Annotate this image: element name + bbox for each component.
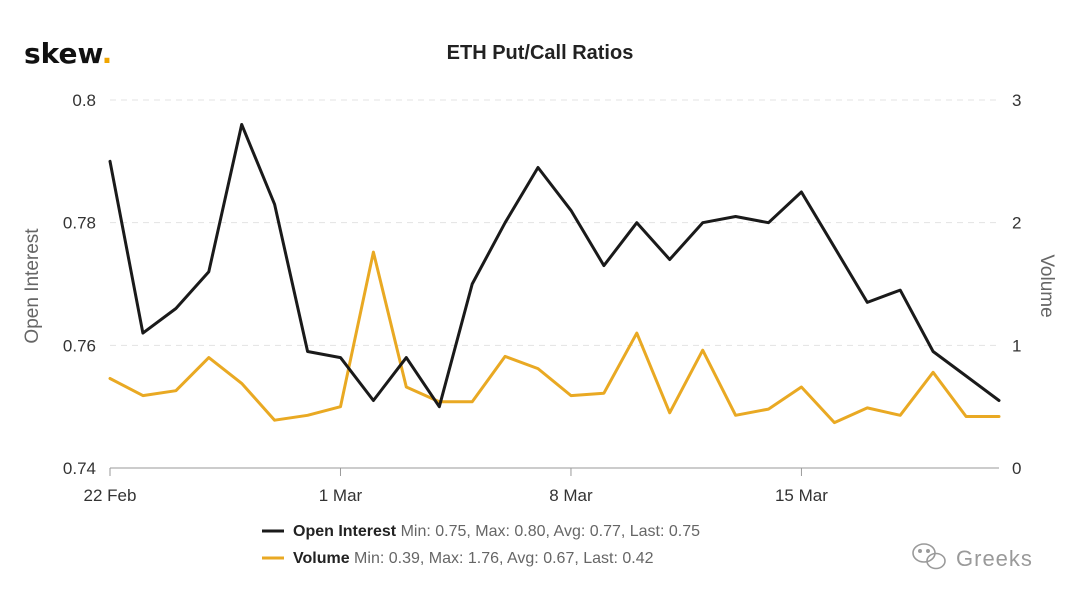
- brand-logo: skew.: [24, 37, 112, 70]
- left-axis-title: Open Interest: [22, 228, 43, 344]
- x-tick-label: 22 Feb: [84, 486, 137, 505]
- left-tick-label: 0.8: [72, 91, 96, 110]
- right-tick-label: 3: [1012, 91, 1021, 110]
- watermark: Greeks: [912, 543, 1033, 571]
- right-tick-label: 1: [1012, 336, 1021, 355]
- axes: 0.74 0.76 0.78 0.8 0 1 2 3 22 Feb 1 Mar 8 Mar 15 Ma…: [63, 91, 1022, 505]
- legend-item: Volume Min: 0.39, Max: 1.76, Avg: 0.67, …: [293, 550, 654, 567]
- series-line-volume: [108, 250, 1001, 425]
- series-layer: [108, 123, 1001, 425]
- watermark-text: Greeks: [956, 546, 1033, 571]
- legend-item: Open Interest Min: 0.75, Max: 0.80, Avg:…: [293, 523, 700, 540]
- x-tick-label: 1 Mar: [319, 486, 363, 505]
- left-tick-label: 0.78: [63, 214, 96, 233]
- right-axis-title: Volume: [1036, 254, 1057, 317]
- series-line-open-interest: [108, 123, 1001, 409]
- grid: [110, 99, 999, 346]
- legend: Open Interest Min: 0.75, Max: 0.80, Avg:…: [262, 523, 700, 567]
- x-tick-label: 15 Mar: [775, 486, 828, 505]
- right-tick-label: 2: [1012, 214, 1021, 233]
- left-tick-label: 0.76: [63, 336, 96, 355]
- left-tick-label: 0.74: [63, 459, 96, 478]
- right-tick-label: 0: [1012, 459, 1021, 478]
- x-tick-label: 8 Mar: [549, 486, 593, 505]
- chart-title: ETH Put/Call Ratios: [447, 42, 634, 64]
- wechat-icon: [912, 543, 946, 570]
